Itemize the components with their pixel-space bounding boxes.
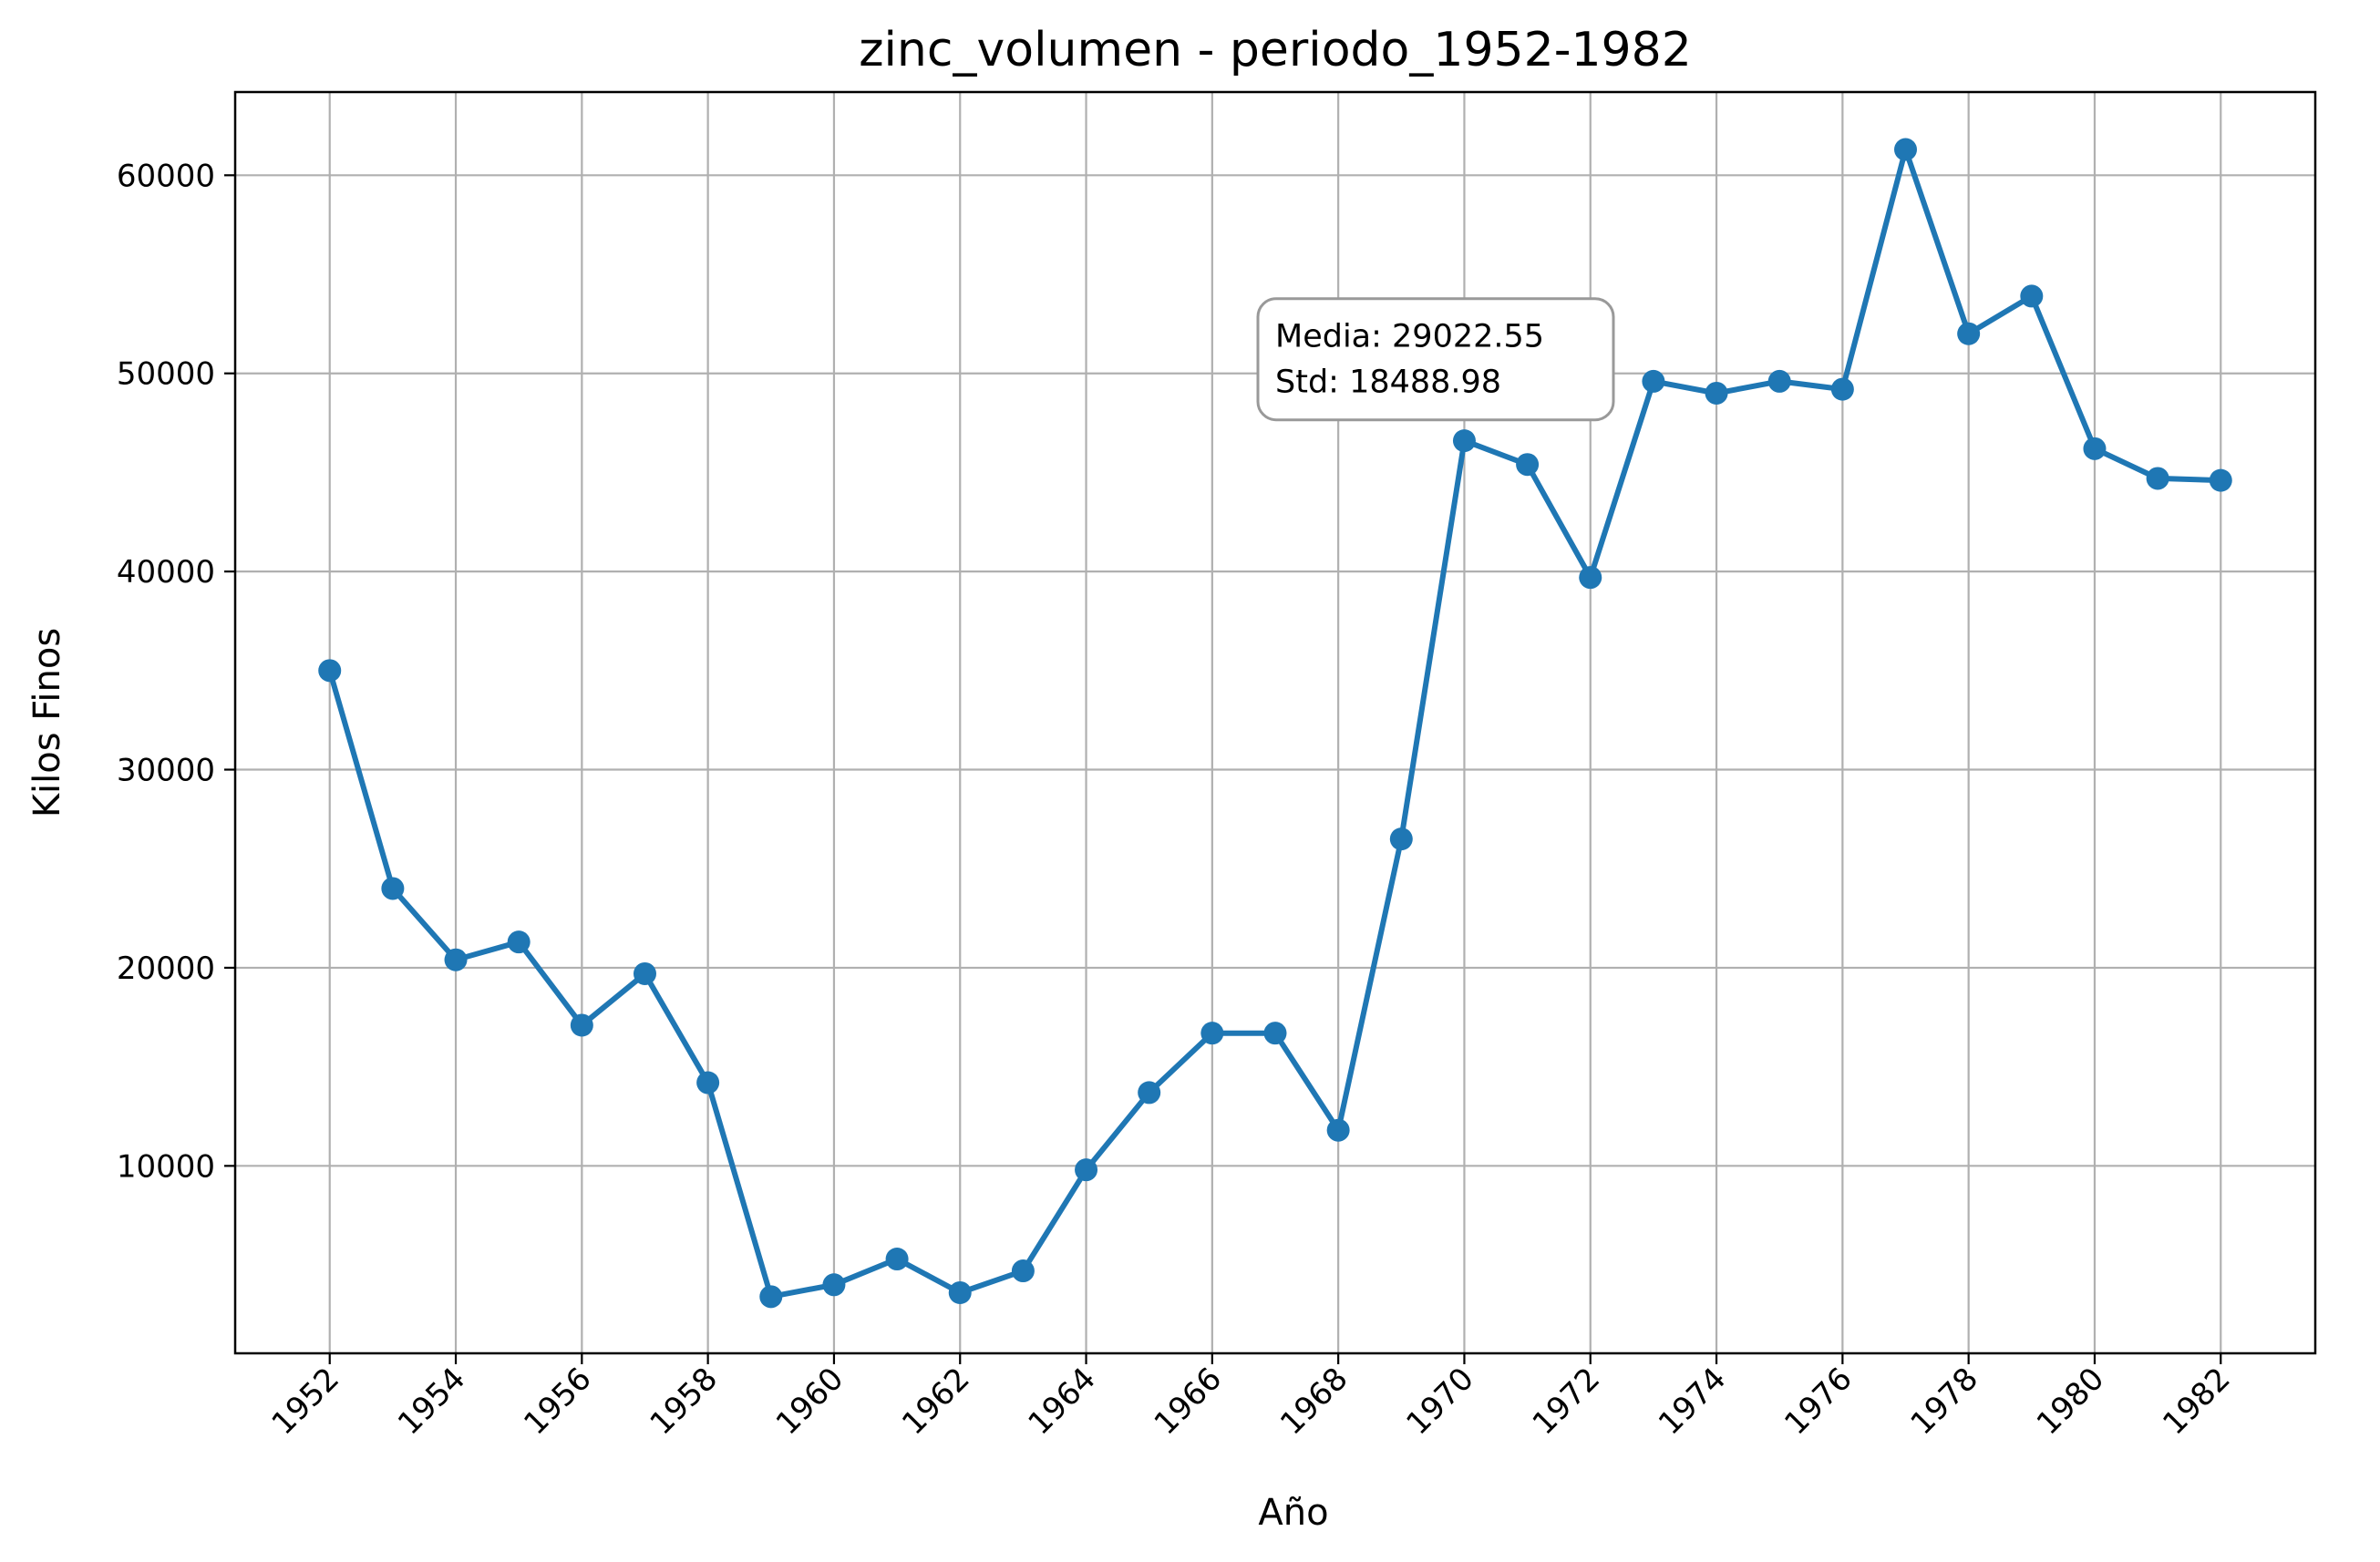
annotation-box [1256, 297, 1615, 422]
data-point [1957, 322, 1981, 345]
annotation-text: Media: 29022.55 [1275, 319, 1544, 355]
y-tick-label: 50000 [117, 356, 215, 393]
data-point [1075, 1158, 1098, 1182]
data-point [2209, 468, 2232, 492]
chart-title: zinc_volumen - periodo_1952-1982 [859, 23, 1692, 77]
y-tick-label: 20000 [117, 951, 215, 987]
data-point [507, 930, 531, 954]
data-point [570, 1013, 593, 1037]
data-point [1830, 377, 1854, 401]
y-tick-label: 10000 [117, 1148, 215, 1185]
data-point [1263, 1022, 1287, 1045]
y-axis-label: Kilos Finos [26, 628, 68, 817]
y-axis-ticks: 10000 20000 30000 40000 50000 60000 [117, 158, 235, 1185]
stats-annotation: Media: 29022.55 Std: 18488.98 [1256, 297, 1615, 422]
data-point [1894, 138, 1918, 161]
data-point [633, 961, 656, 985]
data-point [1200, 1022, 1224, 1045]
data-point [381, 877, 405, 900]
data-point [696, 1071, 720, 1094]
data-point [759, 1285, 783, 1309]
series-layer [318, 138, 2232, 1309]
plot-frame [233, 90, 2317, 1355]
data-point [2146, 467, 2169, 490]
data-point [1705, 381, 1728, 405]
data-point [1138, 1081, 1161, 1105]
data-point [444, 948, 468, 971]
data-point [948, 1280, 972, 1304]
data-point [1516, 453, 1540, 477]
data-point [2083, 437, 2107, 460]
data-point [1389, 827, 1413, 851]
data-point [1579, 566, 1602, 590]
data-point [885, 1248, 909, 1271]
data-point [1642, 369, 1665, 393]
annotation-text: Std: 18488.98 [1275, 365, 1501, 401]
data-point [1011, 1259, 1035, 1283]
data-point [1326, 1118, 1350, 1142]
data-point [1767, 369, 1791, 393]
data-point [1452, 429, 1476, 453]
x-axis-label: Año [1258, 1492, 1328, 1534]
data-point [318, 659, 342, 683]
y-tick-label: 30000 [117, 753, 215, 789]
data-point [2020, 284, 2044, 308]
y-tick-label: 60000 [117, 158, 215, 194]
y-tick-label: 40000 [117, 554, 215, 591]
data-point [822, 1273, 846, 1297]
